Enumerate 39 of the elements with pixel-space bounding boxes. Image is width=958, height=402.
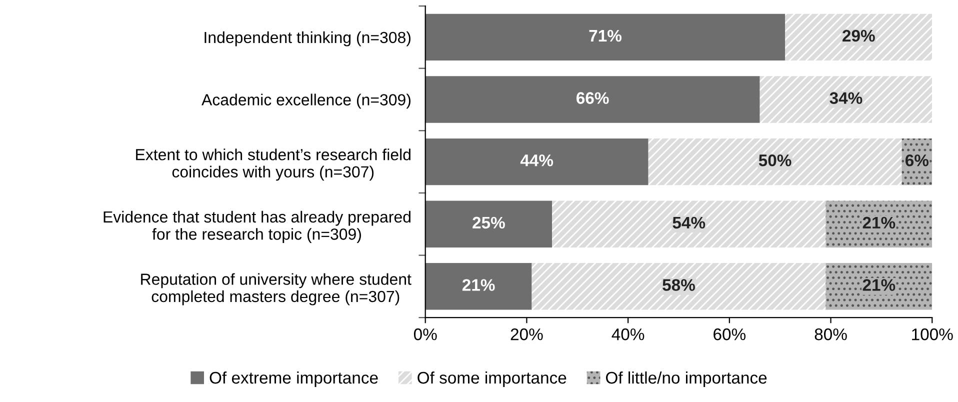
bar — [552, 200, 826, 248]
y-tick-label: Academic excellence (n=309) — [202, 94, 410, 109]
data-label: 25% — [472, 216, 505, 229]
y-tick-label: Reputation of university where student completed masters degree (n=307) — [141, 273, 412, 306]
data-label: 29% — [842, 30, 875, 42]
data-label: 34% — [830, 92, 862, 104]
data-label: 58% — [662, 279, 695, 291]
x-tick-label: 40% — [612, 328, 644, 340]
bar — [425, 200, 552, 248]
y-tick-label: Evidence that student has already prepared for the research topic (n=309) — [104, 210, 410, 243]
y-tick-label: Independent thinking (n=308) — [204, 31, 410, 46]
bar — [826, 200, 932, 248]
bar — [425, 138, 648, 186]
data-label: 66% — [576, 92, 609, 104]
x-tick-label: 0% — [414, 328, 437, 340]
data-label: 54% — [672, 216, 706, 229]
data-label: 21% — [862, 279, 896, 291]
y-tick-label: Extent to which student’s research field coincides with yours (n=307) — [136, 148, 410, 181]
bar — [425, 14, 786, 61]
bar — [532, 263, 826, 310]
data-label: 71% — [589, 30, 622, 42]
data-label: 6% — [905, 154, 929, 166]
data-label: 21% — [462, 279, 495, 291]
data-label: 50% — [758, 154, 792, 166]
x-tick-label: 80% — [814, 328, 847, 340]
bar — [425, 76, 760, 123]
bar — [648, 138, 902, 186]
x-tick-label: 60% — [714, 328, 746, 340]
x-tick-label: 100% — [912, 328, 953, 340]
bar — [785, 14, 932, 61]
legend-label: Of some importance — [418, 371, 566, 387]
data-label: 21% — [862, 216, 896, 229]
bar — [760, 76, 932, 123]
data-label: 44% — [520, 154, 554, 166]
x-tick-label: 20% — [510, 328, 543, 340]
bar — [425, 263, 532, 310]
bar — [826, 263, 932, 310]
legend-label: Of extreme importance — [210, 371, 378, 387]
legend-label: Of little/no importance — [606, 371, 767, 387]
